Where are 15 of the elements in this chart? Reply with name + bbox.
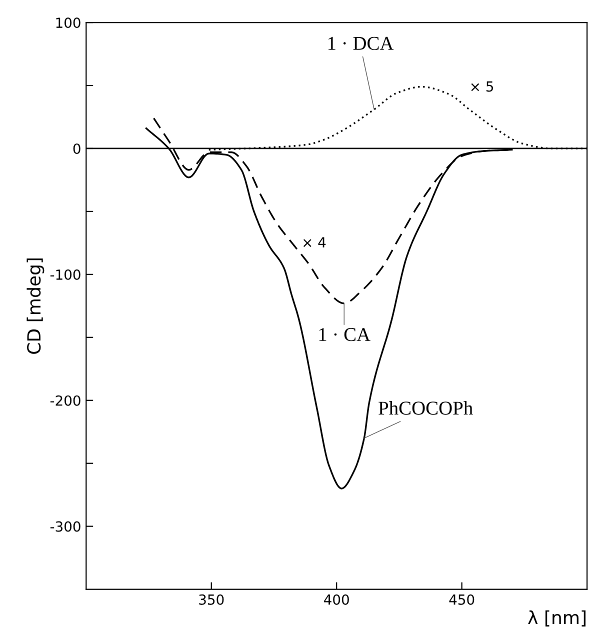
y-tick-label: -100 bbox=[50, 269, 80, 280]
x-tick-label: 400 bbox=[324, 594, 349, 605]
x-tick-label: 450 bbox=[449, 594, 474, 605]
text: 1 · DCA bbox=[328, 36, 394, 50]
y-tick-label: 100 bbox=[56, 18, 80, 28]
y-tick-label: -200 bbox=[50, 395, 80, 406]
x-tick-label: 350 bbox=[199, 594, 224, 605]
y-axis-title: CD [mdeg] bbox=[26, 258, 44, 354]
annotation: × 4 bbox=[303, 237, 326, 248]
y-tick-label: -300 bbox=[50, 521, 80, 532]
y-tick-label: 0 bbox=[73, 143, 80, 154]
series-label: 1 · CA bbox=[319, 328, 370, 342]
series-label: PhCOCOPh bbox=[378, 401, 473, 415]
x-axis-title: λ [nm] bbox=[528, 610, 586, 626]
annotation: × 5 bbox=[471, 81, 494, 92]
